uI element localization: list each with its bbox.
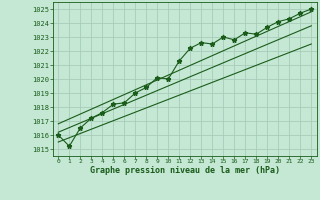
X-axis label: Graphe pression niveau de la mer (hPa): Graphe pression niveau de la mer (hPa)	[90, 166, 280, 175]
